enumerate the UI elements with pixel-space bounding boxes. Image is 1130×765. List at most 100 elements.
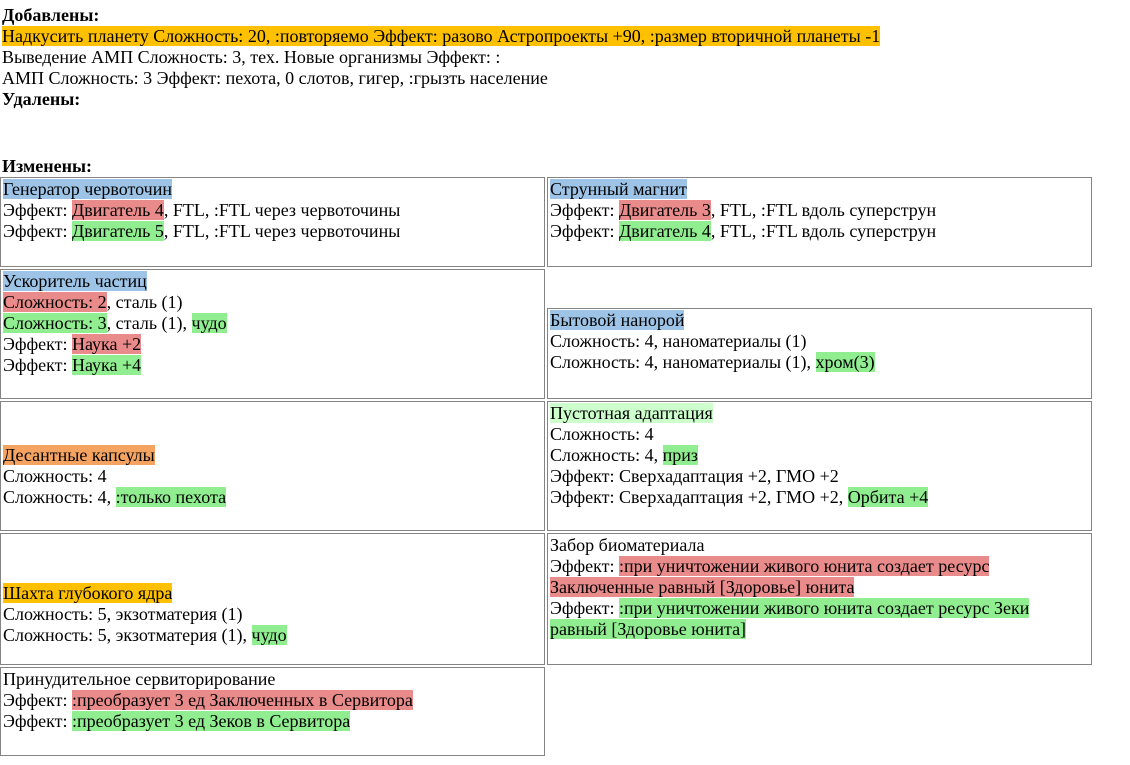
text-segment: Выведение АМП Сложность: 3, тех. Новые о…	[2, 47, 501, 67]
text-segment: АМП Сложность: 3 Эффект: пехота, 0 слото…	[2, 68, 548, 88]
text-segment: Эффект:	[550, 598, 619, 618]
added-value-highlight: хром(3)	[815, 352, 875, 372]
added-value-highlight: :при уничтожении живого юнита создает ре…	[550, 598, 1030, 639]
text-segment: , сталь (1),	[106, 313, 192, 333]
item-title-text: Принудительное сервиторирование	[3, 669, 276, 689]
added-item-line: Выведение АМП Сложность: 3, тех. Новые о…	[2, 47, 1130, 68]
text-segment: Эффект:	[3, 221, 72, 241]
top-text-section: Изменения: Добавлены: Надкусить планету …	[0, 0, 1130, 177]
item-detail-line: Эффект: :при уничтожении живого юнита со…	[550, 598, 1089, 640]
item-title-highlight-palegreen: Пустотная адаптация	[550, 403, 713, 423]
item-detail-line: Сложность: 5, экзотматерия (1)	[3, 604, 542, 625]
item-title-line: Ускоритель частиц	[3, 271, 542, 292]
change-box: Генератор червоточин Эффект: Двигатель 4,…	[0, 177, 545, 267]
item-detail-line: Эффект: :при уничтожении живого юнита со…	[550, 556, 1089, 598]
item-title-highlight-blue: Генератор червоточин	[3, 179, 172, 199]
change-box: Принудительное сервиторирование Эффект: :…	[0, 667, 545, 756]
item-detail-line: Сложность: 4, приз	[550, 445, 1089, 466]
change-box: Десантные капсулы Сложность: 4 Сложность: …	[0, 401, 545, 531]
text-segment: Сложность: 5, экзотматерия (1)	[3, 604, 243, 624]
changed-section-header: Изменены:	[2, 156, 93, 176]
text-segment: Эффект:	[3, 355, 72, 375]
item-detail-line: Эффект: Сверхадаптация +2, ГМО +2	[550, 466, 1089, 487]
item-title-highlight-gold: Шахта глубокого ядра	[3, 583, 173, 603]
added-value-highlight: :преобразует 3 ед Зеков в Сервитора	[71, 711, 351, 731]
item-detail-line: Эффект: Наука +2	[3, 334, 542, 355]
text-segment: , FTL, :FTL вдоль суперструн	[710, 221, 937, 241]
item-detail-line: Сложность: 3, сталь (1), чудо	[3, 313, 542, 334]
added-value-highlight: Двигатель 5	[71, 221, 164, 241]
value-highlight-gold: Надкусить планету Сложность: 20, :повтор…	[2, 26, 881, 46]
item-title-line: Десантные капсулы	[3, 445, 542, 466]
added-item-line: АМП Сложность: 3 Эффект: пехота, 0 слото…	[2, 68, 1130, 89]
text-segment: Эффект:	[3, 334, 72, 354]
item-detail-line: Сложность: 4, :только пехота	[3, 487, 542, 508]
item-detail-line: Сложность: 4	[3, 466, 542, 487]
added-section-header: Добавлены:	[2, 5, 100, 25]
text-segment: Эффект:	[550, 221, 619, 241]
change-box: Струнный магнит Эффект: Двигатель 3, FTL,…	[547, 177, 1092, 267]
added-value-highlight: Сложность: 3	[3, 313, 107, 333]
item-title-line: Принудительное сервиторирование	[3, 669, 542, 690]
text-segment: Сложность: 4	[3, 466, 107, 486]
removed-value-highlight: Двигатель 4	[71, 200, 164, 220]
item-title-highlight-blue: Бытовой нанорой	[550, 310, 685, 330]
item-title-line: Пустотная адаптация	[550, 403, 1089, 424]
text-segment: Сложность: 4, наноматериалы (1),	[550, 352, 816, 372]
text-segment: , сталь (1)	[106, 292, 183, 312]
item-title-line: Струнный магнит	[550, 179, 1089, 200]
removed-value-highlight: Сложность: 2	[3, 292, 107, 312]
item-detail-line: Сложность: 4, наноматериалы (1)	[550, 331, 1089, 352]
item-title-highlight-blue: Ускоритель частиц	[3, 271, 147, 291]
item-detail-line: Эффект: Двигатель 5, FTL, :FTL через чер…	[3, 221, 542, 242]
item-detail-line: Эффект: Наука +4	[3, 355, 542, 376]
change-box: Ускоритель частиц Сложность: 2, сталь (1)…	[0, 269, 545, 399]
added-value-highlight: приз	[662, 445, 699, 465]
item-detail-line: Сложность: 4	[550, 424, 1089, 445]
text-segment: Сложность: 4,	[550, 445, 663, 465]
added-value-highlight: Двигатель 4	[618, 221, 711, 241]
text-segment: Эффект:	[3, 690, 72, 710]
text-segment: Эффект:	[3, 200, 72, 220]
item-title-line: Шахта глубокого ядра	[3, 583, 542, 604]
removed-section-header: Удалены:	[2, 89, 81, 109]
item-title-highlight-orange: Десантные капсулы	[3, 445, 155, 465]
text-segment: Сложность: 4, наноматериалы (1)	[550, 331, 807, 351]
item-detail-line: Эффект: Сверхадаптация +2, ГМО +2, Орбит…	[550, 487, 1089, 508]
text-segment: Сложность: 4,	[3, 487, 116, 507]
item-detail-line: Сложность: 4, наноматериалы (1), хром(3)	[550, 352, 1089, 373]
changed-items-grid: Генератор червоточин Эффект: Двигатель 4,…	[0, 177, 1092, 756]
text-segment: Эффект: Сверхадаптация +2, ГМО +2	[550, 466, 839, 486]
item-detail-line: Эффект: :преобразует 3 ед Заключенных в …	[3, 690, 542, 711]
text-segment: Эффект: Сверхадаптация +2, ГМО +2,	[550, 487, 848, 507]
added-items-list: Надкусить планету Сложность: 20, :повтор…	[2, 26, 1130, 89]
change-box: Пустотная адаптация Сложность: 4 Сложность…	[547, 401, 1092, 531]
added-value-highlight: :только пехота	[115, 487, 227, 507]
cropped-page-title: Изменения:	[2, 0, 1130, 5]
item-detail-line: Эффект: :преобразует 3 ед Зеков в Сервит…	[3, 711, 542, 732]
text-segment: Эффект:	[550, 556, 619, 576]
added-value-highlight: чудо	[251, 625, 287, 645]
change-box: Забор биоматериала Эффект: :при уничтожен…	[547, 533, 1092, 665]
item-title-text: Забор биоматериала	[550, 535, 705, 555]
added-item-line: Надкусить планету Сложность: 20, :повтор…	[2, 26, 1130, 47]
removed-value-highlight: Двигатель 3	[618, 200, 711, 220]
change-box: Шахта глубокого ядра Сложность: 5, экзотм…	[0, 533, 545, 665]
item-title-line: Бытовой нанорой	[550, 310, 1089, 331]
added-value-highlight: Орбита +4	[847, 487, 929, 507]
removed-value-highlight: :преобразует 3 ед Заключенных в Сервитор…	[71, 690, 413, 710]
text-segment: Эффект:	[3, 711, 72, 731]
text-segment: , FTL, :FTL через червоточины	[163, 200, 401, 220]
text-segment: , FTL, :FTL через червоточины	[163, 221, 401, 241]
change-box: Бытовой нанорой Сложность: 4, наноматериа…	[547, 308, 1092, 399]
text-segment: , FTL, :FTL вдоль суперструн	[710, 200, 937, 220]
item-detail-line: Эффект: Двигатель 3, FTL, :FTL вдоль суп…	[550, 200, 1089, 221]
item-detail-line: Эффект: Двигатель 4, FTL, :FTL вдоль суп…	[550, 221, 1089, 242]
text-segment: Эффект:	[550, 200, 619, 220]
page-title-text: Изменения:	[2, 0, 1130, 5]
text-segment: Сложность: 4	[550, 424, 654, 444]
item-detail-line: Сложность: 5, экзотматерия (1), чудо	[3, 625, 542, 646]
added-value-highlight: чудо	[191, 313, 227, 333]
text-segment: Сложность: 5, экзотматерия (1),	[3, 625, 252, 645]
